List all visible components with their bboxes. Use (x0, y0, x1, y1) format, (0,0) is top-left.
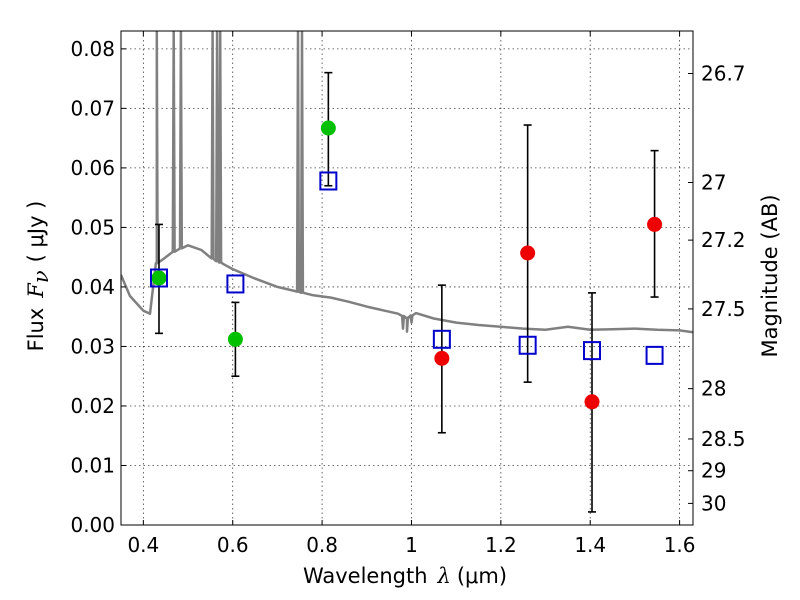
model-spectrum (121, 31, 693, 334)
y-tick-label: 0.08 (70, 37, 115, 61)
y-tick-label: 0.01 (70, 453, 115, 477)
y-tick-label: 0.03 (70, 334, 115, 358)
data-point-square (319, 171, 338, 191)
data-point-square (226, 274, 245, 294)
right-axis-label: Magnitude (AB) (758, 194, 782, 357)
data-point-square (149, 268, 168, 288)
data-point-square (518, 335, 537, 355)
x-tick-label: 0.6 (217, 533, 249, 557)
x-axis-label-text: Wavelength (303, 564, 428, 588)
x-tick-label: 1.2 (485, 533, 517, 557)
x-axis-unit: (μm) (457, 564, 507, 588)
data-point-square (432, 329, 451, 349)
y-tick-label: 0.04 (70, 275, 115, 299)
x-axis-symbol: λ (437, 564, 451, 588)
data-point-circle (647, 216, 663, 232)
right-tick-label: 28 (701, 377, 726, 401)
plot-frame (120, 30, 694, 526)
x-tick-label: 0.8 (306, 533, 338, 557)
data-point-circle (434, 350, 450, 366)
y-axis-symbol: F (24, 282, 48, 299)
x-tick-label: 0.4 (127, 533, 159, 557)
right-tick-label: 28.5 (701, 427, 746, 451)
data-point-circle (227, 331, 243, 347)
right-tick-label: 27.2 (701, 228, 746, 252)
right-tick-label: 29 (701, 459, 726, 483)
y-tick-label: 0.07 (70, 96, 115, 120)
spectrum-line (121, 31, 693, 334)
y-axis-subscript: ν (29, 270, 53, 283)
axis-ticks (121, 31, 693, 526)
x-tick-label: 1.4 (574, 533, 606, 557)
y-axis-unit: ( μJy ) (24, 201, 48, 263)
tick-labels: 0.4 0.6 0.8 1 1.2 1.4 1.6 0.00 0.01 0.02 0.03 0.04 0… (70, 37, 745, 557)
right-tick-label: 27 (701, 171, 726, 195)
right-tick-label: 27.5 (701, 297, 746, 321)
x-tick-label: 1.6 (664, 533, 696, 557)
y-tick-label: 0.00 (70, 513, 115, 537)
data-point-square (583, 341, 602, 361)
data-markers (149, 120, 664, 410)
y-tick-label: 0.05 (70, 215, 115, 239)
right-tick-label: 26.7 (701, 62, 746, 86)
data-point-square (645, 345, 664, 365)
y-axis-label: Flux Fν ( μJy ) (24, 201, 53, 352)
x-tick-label: 1 (405, 533, 418, 557)
y-tick-label: 0.02 (70, 394, 115, 418)
data-point-circle (520, 245, 536, 261)
x-axis-label: Wavelength λ (μm) (303, 564, 507, 588)
data-point-circle (151, 270, 167, 286)
data-point-circle (320, 120, 336, 136)
y-axis-label-text: Flux (24, 308, 48, 352)
y-tick-label: 0.06 (70, 156, 115, 180)
data-point-circle (584, 394, 600, 410)
right-tick-label: 30 (701, 491, 726, 515)
